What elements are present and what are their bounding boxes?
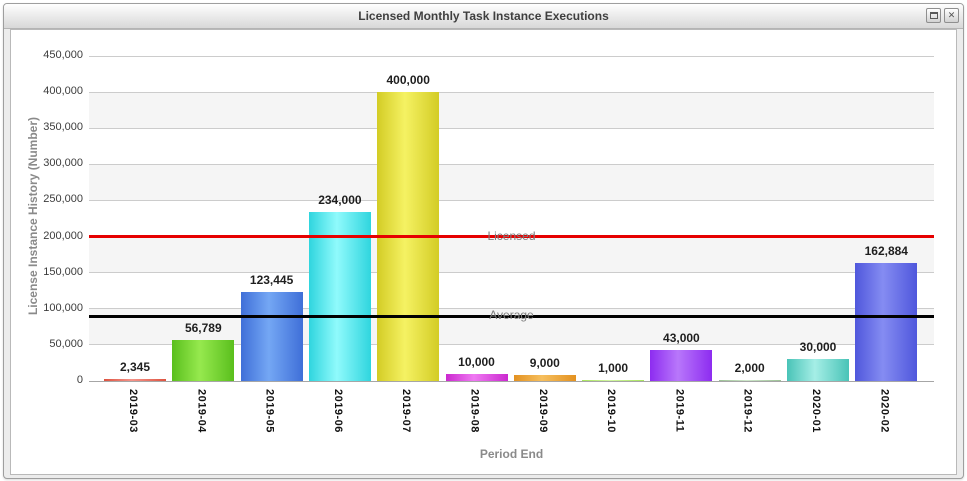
bar-value-label: 9,000 <box>529 355 560 370</box>
x-tick-label: 2019-10 <box>605 389 618 433</box>
maximize-icon <box>929 12 938 19</box>
reference-line-average <box>89 314 934 318</box>
x-tick-label: 2019-06 <box>331 389 344 433</box>
plot-band <box>89 164 934 201</box>
bar-2019-05[interactable] <box>240 291 303 381</box>
x-tick-label: 2020-02 <box>878 389 891 433</box>
y-tick-label: 200,000 <box>43 229 83 242</box>
chart-panel: License Instance History (Number) Period… <box>10 29 957 475</box>
plot-band <box>89 56 934 93</box>
gridline <box>89 55 934 57</box>
plot-band <box>89 128 934 165</box>
gridline <box>89 344 934 346</box>
bar-2020-02[interactable] <box>855 263 918 381</box>
y-tick-label: 450,000 <box>43 49 83 61</box>
bar-2019-03[interactable] <box>104 379 166 381</box>
reference-line-licensed <box>89 235 934 239</box>
gridline <box>89 308 934 310</box>
x-tick-label: 2020-01 <box>810 389 822 433</box>
x-tick-label: 2019-07 <box>400 389 413 433</box>
y-axis-title: License Instance History (Number) <box>26 116 40 316</box>
y-tick-label: 300,000 <box>43 157 83 170</box>
maximize-button[interactable] <box>926 8 941 23</box>
plot-band <box>89 200 934 237</box>
bar-value-label: 123,445 <box>249 272 294 287</box>
y-tick-label: 350,000 <box>43 121 83 134</box>
x-axis-line <box>89 381 934 382</box>
bar-2019-11[interactable] <box>650 349 713 381</box>
chart-window: Licensed Monthly Task Instance Execution… <box>3 3 964 479</box>
x-tick-label: 2019-09 <box>536 389 549 433</box>
x-tick-label: 2019-04 <box>195 389 208 433</box>
y-tick-label: 150,000 <box>43 265 83 278</box>
bar-value-label: 2,000 <box>734 360 765 375</box>
bar-2019-06[interactable] <box>308 212 371 381</box>
x-tick-label: 2019-08 <box>468 389 481 433</box>
window-titlebar[interactable]: Licensed Monthly Task Instance Execution… <box>4 4 963 29</box>
x-tick-label: 2019-12 <box>741 389 754 433</box>
bar-chart: License Instance History (Number) Period… <box>11 30 956 474</box>
bar-2019-04[interactable] <box>172 339 235 381</box>
bar-2019-08[interactable] <box>445 373 508 381</box>
close-button[interactable]: ✕ <box>944 8 959 23</box>
bar-value-label: 162,884 <box>864 244 908 259</box>
x-tick-label: 2019-03 <box>127 389 139 433</box>
bar-value-label: 234,000 <box>318 193 362 207</box>
x-axis-title: Period End <box>479 447 544 461</box>
window-title: Licensed Monthly Task Instance Execution… <box>358 9 609 23</box>
bar-2019-09[interactable] <box>513 374 576 381</box>
bar-2020-01[interactable] <box>787 359 849 381</box>
y-tick-label: 0 <box>76 374 83 386</box>
bar-value-label: 400,000 <box>386 73 430 88</box>
bar-value-label: 10,000 <box>458 354 495 369</box>
bar-value-label: 1,000 <box>598 361 629 376</box>
bar-value-label: 43,000 <box>663 330 700 345</box>
bar-value-label: 30,000 <box>799 340 837 355</box>
y-tick-label: 400,000 <box>43 85 83 98</box>
gridline <box>89 163 934 165</box>
y-tick-label: 250,000 <box>43 193 83 206</box>
gridline <box>89 127 934 129</box>
bar-value-label: 2,345 <box>119 360 151 375</box>
y-tick-label: 100,000 <box>43 301 83 314</box>
gridline <box>89 199 934 201</box>
reference-line-label: Licensed <box>487 228 536 243</box>
bar-2019-12[interactable] <box>718 379 781 381</box>
x-tick-label: 2019-11 <box>673 389 686 433</box>
window-controls: ✕ <box>926 8 959 23</box>
gridline <box>89 272 934 274</box>
bar-2019-10[interactable] <box>582 379 645 381</box>
plot-band <box>89 308 934 345</box>
plot-band <box>89 92 934 129</box>
y-tick-label: 50,000 <box>49 337 83 350</box>
reference-line-label: Average <box>489 308 534 323</box>
x-tick-label: 2019-05 <box>263 389 276 433</box>
close-icon: ✕ <box>947 10 956 20</box>
plot-band <box>89 236 934 273</box>
plot-band <box>89 272 934 309</box>
gridline <box>89 91 934 93</box>
bar-value-label: 56,789 <box>184 320 222 335</box>
